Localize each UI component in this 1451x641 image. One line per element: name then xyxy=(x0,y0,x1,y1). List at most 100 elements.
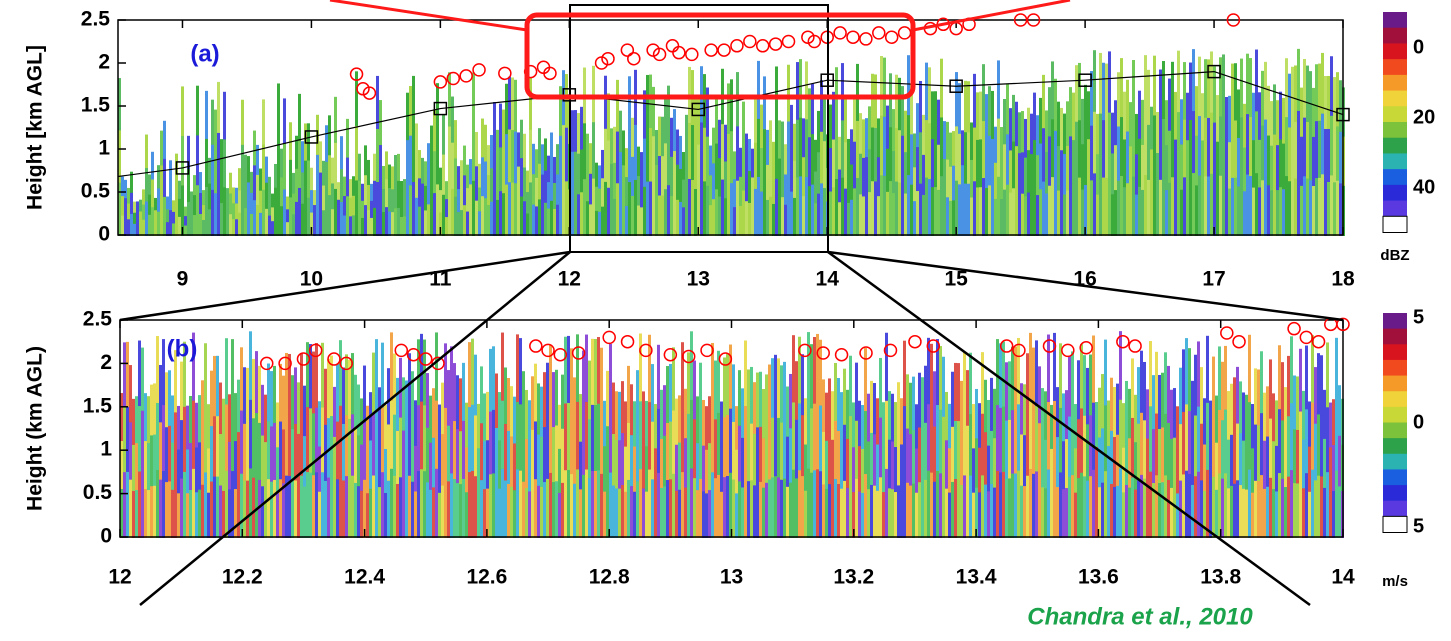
radar-cell xyxy=(1120,58,1123,119)
radar-cell xyxy=(537,434,540,487)
radar-cell xyxy=(502,151,505,195)
radar-cell xyxy=(1014,346,1017,411)
radar-cell xyxy=(289,197,292,236)
radar-cell xyxy=(963,475,966,538)
radar-cell xyxy=(1113,486,1116,538)
radar-cell xyxy=(1225,97,1228,145)
radar-cell xyxy=(553,208,556,236)
radar-cell xyxy=(580,149,583,194)
radar-cell xyxy=(129,422,132,481)
radar-cell xyxy=(379,190,382,236)
radar-cell xyxy=(684,487,687,538)
radar-cell xyxy=(678,442,681,491)
radar-cell xyxy=(414,445,417,493)
radar-cell xyxy=(472,126,475,182)
radar-cell xyxy=(1069,136,1072,187)
radar-cell xyxy=(484,198,487,236)
radar-cell xyxy=(175,180,178,209)
radar-cell xyxy=(991,186,994,236)
radar-cell xyxy=(448,126,451,182)
radar-cell xyxy=(744,340,747,407)
radar-cell xyxy=(1176,493,1179,538)
radar-cell xyxy=(259,190,262,214)
radar-cell xyxy=(171,489,174,538)
radar-cell xyxy=(1291,66,1294,124)
radar-cell xyxy=(273,479,276,538)
radar-cell xyxy=(220,171,223,205)
radar-cell xyxy=(1230,383,1233,436)
radar-cell xyxy=(186,405,189,451)
radar-cell xyxy=(784,144,787,176)
radar-cell xyxy=(961,165,964,202)
radar-cell xyxy=(1065,390,1068,441)
radar-cell xyxy=(1276,145,1279,192)
radar-cell xyxy=(895,181,898,236)
radar-cell xyxy=(918,427,921,484)
radar-cell xyxy=(528,491,531,538)
radar-cell xyxy=(355,125,358,182)
radar-cell xyxy=(835,179,838,236)
radar-cell xyxy=(604,128,607,183)
radar-cell xyxy=(807,468,810,538)
colorbar-cell xyxy=(1383,422,1407,439)
radar-cell xyxy=(897,433,900,487)
radar-cell xyxy=(781,197,784,236)
radar-cell xyxy=(1311,469,1314,538)
radar-cell xyxy=(892,109,895,153)
radar-cell xyxy=(1144,175,1147,236)
radar-cell xyxy=(1159,179,1162,236)
radar-cell xyxy=(1279,91,1282,141)
radar-cell xyxy=(195,402,198,449)
radar-cell xyxy=(778,158,781,198)
radar-cell xyxy=(211,144,214,191)
radar-cell xyxy=(348,418,351,479)
radar-cell xyxy=(768,479,771,538)
radar-cell xyxy=(453,421,456,481)
radar-cell xyxy=(1252,92,1255,142)
radar-cell xyxy=(886,148,889,193)
radar-cell xyxy=(1056,437,1059,489)
radar-cell xyxy=(1020,485,1023,538)
radar-cell xyxy=(366,449,369,495)
radar-cell xyxy=(720,446,723,493)
radar-cell xyxy=(571,193,574,236)
radar-cell xyxy=(231,471,234,538)
radar-cell xyxy=(391,189,394,214)
radar-cell xyxy=(1129,190,1132,236)
radar-cell xyxy=(874,127,877,183)
radar-cell xyxy=(735,449,738,495)
radar-cell xyxy=(250,213,253,236)
radar-cell xyxy=(360,444,363,492)
radar-cell xyxy=(577,113,580,155)
radar-cell xyxy=(558,492,561,538)
radar-cell xyxy=(543,427,546,484)
radar-cell xyxy=(250,192,253,215)
radar-cell xyxy=(693,419,696,480)
radar-cell xyxy=(486,488,489,538)
radar-cell xyxy=(910,184,913,236)
radar-cell xyxy=(240,410,243,475)
radar-cell xyxy=(774,476,777,538)
radar-cell xyxy=(178,198,181,218)
radar-cell xyxy=(1210,173,1213,236)
radar-cell xyxy=(1143,478,1146,538)
radar-cell xyxy=(1281,362,1284,422)
radar-cell xyxy=(709,145,712,177)
radar-cell xyxy=(406,92,409,142)
radar-cell xyxy=(781,159,784,199)
radar-cell xyxy=(1278,345,1281,411)
radar-cell xyxy=(211,189,214,236)
radar-cell xyxy=(292,193,295,216)
radar-cell xyxy=(1158,428,1161,484)
radar-cell xyxy=(571,110,574,153)
radar-cell xyxy=(1231,63,1234,122)
radar-cell xyxy=(1191,484,1194,538)
radar-cell xyxy=(381,407,384,474)
radar-cell xyxy=(729,408,732,474)
radar-cell xyxy=(679,201,682,236)
radar-cell xyxy=(1092,469,1095,538)
circle-marker xyxy=(908,334,922,349)
radar-cell xyxy=(964,80,967,134)
radar-cell xyxy=(934,187,937,236)
radar-cell xyxy=(1041,388,1044,439)
